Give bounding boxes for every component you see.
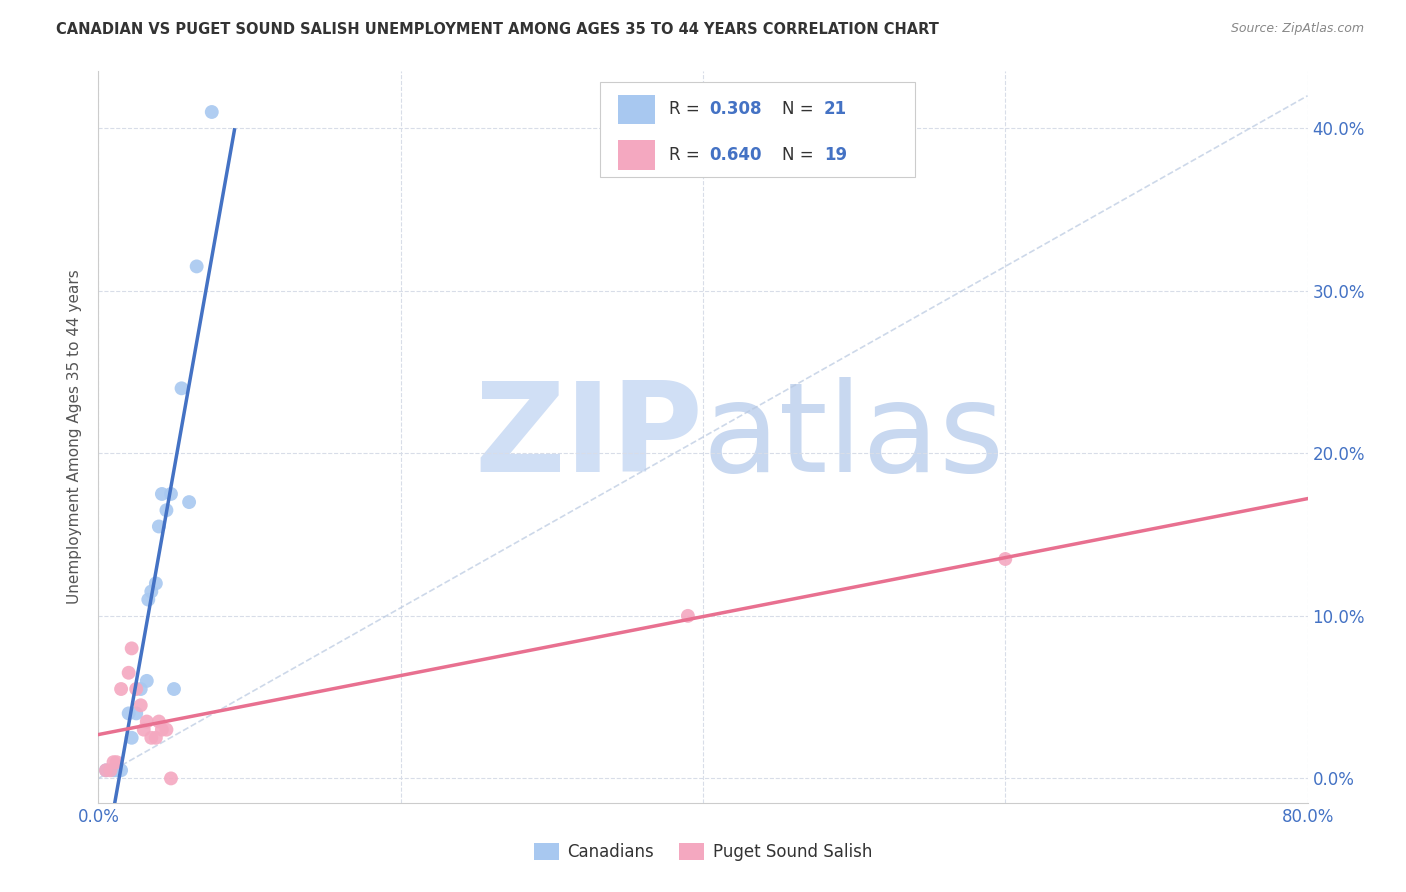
Text: R =: R = xyxy=(669,146,706,164)
FancyBboxPatch shape xyxy=(619,95,655,124)
Point xyxy=(170,381,193,395)
Point xyxy=(994,552,1017,566)
Point xyxy=(150,723,173,737)
Point xyxy=(135,673,157,688)
Text: Source: ZipAtlas.com: Source: ZipAtlas.com xyxy=(1230,22,1364,36)
Point xyxy=(103,764,125,778)
FancyBboxPatch shape xyxy=(619,140,655,169)
Point xyxy=(163,681,186,696)
Point xyxy=(676,608,699,623)
Point xyxy=(125,706,148,721)
Point xyxy=(121,641,143,656)
Point xyxy=(145,731,167,745)
Text: CANADIAN VS PUGET SOUND SALISH UNEMPLOYMENT AMONG AGES 35 TO 44 YEARS CORRELATIO: CANADIAN VS PUGET SOUND SALISH UNEMPLOYM… xyxy=(56,22,939,37)
Point xyxy=(160,487,183,501)
Text: 0.308: 0.308 xyxy=(709,101,762,119)
Legend: Canadians, Puget Sound Salish: Canadians, Puget Sound Salish xyxy=(527,836,879,868)
Point xyxy=(201,105,224,120)
Point xyxy=(136,592,159,607)
Point xyxy=(132,723,155,737)
Text: 19: 19 xyxy=(824,146,846,164)
Point xyxy=(160,772,183,786)
Point xyxy=(100,764,122,778)
Point xyxy=(141,584,163,599)
Point xyxy=(129,681,152,696)
Point xyxy=(118,665,141,680)
Y-axis label: Unemployment Among Ages 35 to 44 years: Unemployment Among Ages 35 to 44 years xyxy=(67,269,83,605)
Point xyxy=(94,764,117,778)
Point xyxy=(155,723,177,737)
Point xyxy=(105,764,128,778)
Point xyxy=(94,764,117,778)
Point xyxy=(150,487,173,501)
Point xyxy=(105,755,128,769)
Point xyxy=(110,764,132,778)
Text: R =: R = xyxy=(669,101,706,119)
Point xyxy=(110,681,132,696)
Point xyxy=(148,519,170,533)
Point xyxy=(125,681,148,696)
Text: atlas: atlas xyxy=(703,376,1005,498)
Text: N =: N = xyxy=(782,101,818,119)
Text: N =: N = xyxy=(782,146,818,164)
Point xyxy=(129,698,152,713)
Point xyxy=(121,731,143,745)
Point xyxy=(135,714,157,729)
Text: 21: 21 xyxy=(824,101,846,119)
Text: 0.640: 0.640 xyxy=(709,146,762,164)
Point xyxy=(148,714,170,729)
Text: ZIP: ZIP xyxy=(474,376,703,498)
Point xyxy=(186,260,208,274)
Point xyxy=(103,755,125,769)
Point xyxy=(145,576,167,591)
Point xyxy=(141,731,163,745)
Point xyxy=(155,503,177,517)
Point xyxy=(118,706,141,721)
Point xyxy=(179,495,201,509)
FancyBboxPatch shape xyxy=(600,82,915,178)
